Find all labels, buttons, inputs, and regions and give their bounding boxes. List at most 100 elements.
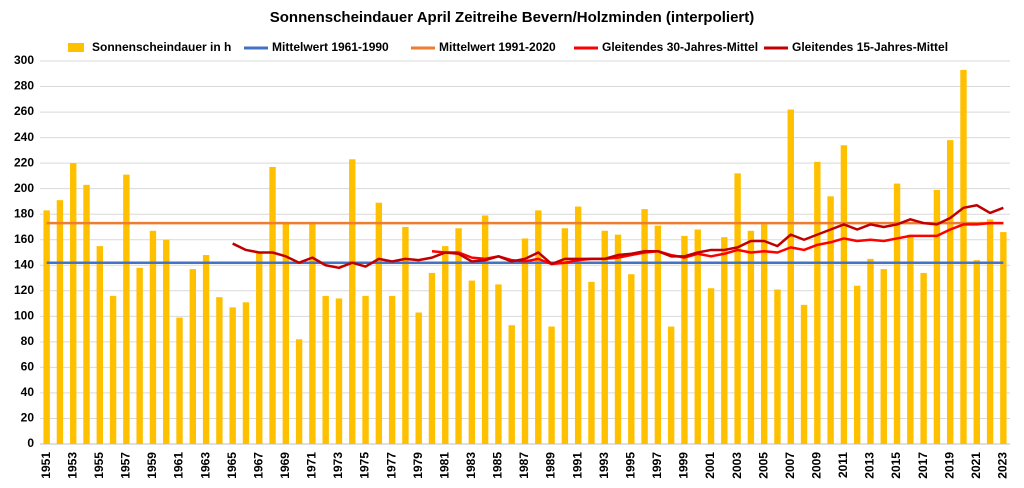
bar [269, 166, 276, 445]
x-tick-label: 2011 [836, 452, 850, 478]
bar [109, 295, 117, 444]
bar [56, 200, 64, 444]
x-tick-label: 2005 [756, 452, 770, 479]
x-tick-label: 1987 [517, 452, 531, 479]
bar [123, 174, 130, 444]
chart-title: Sonnenscheindauer April Zeitreihe Bevern… [270, 9, 755, 26]
x-tick-label: 1979 [411, 452, 425, 479]
bar [70, 163, 77, 444]
bar [601, 230, 608, 444]
bar [335, 298, 343, 444]
bar [521, 238, 529, 444]
x-tick-label: 1997 [650, 452, 664, 479]
x-tick-label: 1965 [225, 452, 239, 479]
bar [694, 229, 701, 444]
bar [973, 260, 980, 444]
bar [947, 140, 954, 445]
legend-label: Mittelwert 1991-2020 [439, 40, 556, 54]
bar [721, 237, 728, 444]
bar [654, 225, 662, 444]
bar [242, 302, 250, 444]
bar [628, 274, 635, 444]
bar [388, 295, 396, 444]
x-tick-label: 2021 [969, 452, 983, 479]
bar [535, 210, 542, 444]
x-tick-label: 1963 [198, 452, 212, 479]
x-tick-label: 2019 [942, 452, 956, 479]
x-tick-label: 1967 [251, 452, 265, 479]
x-tick-label: 1999 [677, 452, 691, 479]
x-tick-label: 2007 [783, 452, 797, 479]
bar [840, 145, 848, 444]
bar [760, 224, 768, 444]
bar [814, 161, 821, 444]
y-tick-label: 180 [14, 206, 34, 220]
bar [468, 280, 476, 444]
bar [960, 69, 967, 444]
y-tick-label: 160 [14, 232, 34, 246]
bar [574, 206, 582, 444]
bar [309, 221, 316, 444]
bar [375, 202, 383, 444]
y-tick-label: 60 [21, 360, 35, 374]
bar [415, 312, 422, 444]
bar [176, 317, 183, 444]
y-tick-label: 40 [21, 385, 35, 399]
bar [893, 183, 901, 444]
y-tick-label: 220 [14, 155, 34, 169]
x-tick-label: 2015 [889, 452, 903, 479]
bar [481, 215, 489, 444]
x-tick-label: 1981 [437, 452, 451, 479]
x-tick-label: 1957 [119, 452, 133, 479]
line [431, 221, 1004, 266]
x-tick-label: 2003 [730, 452, 744, 479]
legend-swatch [68, 43, 84, 52]
bar [256, 252, 263, 444]
bar [216, 297, 223, 444]
bar [747, 230, 755, 444]
bar [83, 184, 90, 444]
x-tick-label: 1961 [172, 452, 186, 479]
x-tick-label: 1995 [623, 452, 637, 479]
bar [614, 234, 622, 444]
y-tick-label: 20 [21, 411, 35, 425]
x-tick-label: 1993 [597, 452, 611, 479]
bar [322, 295, 329, 444]
bar [96, 246, 103, 444]
y-tick-label: 280 [14, 79, 34, 93]
bar [880, 269, 887, 444]
bar [163, 239, 170, 444]
line [232, 204, 1004, 270]
x-tick-label: 1977 [384, 452, 398, 479]
bar [1000, 232, 1007, 444]
bar [787, 109, 794, 444]
bar [295, 339, 303, 444]
x-tick-label: 1951 [39, 452, 53, 479]
bar [641, 209, 648, 444]
x-tick-label: 1975 [358, 452, 372, 479]
y-tick-label: 100 [14, 309, 34, 323]
x-tick-label: 2017 [916, 452, 930, 479]
legend-label: Mittelwert 1961-1990 [272, 40, 389, 54]
x-tick-label: 1985 [491, 452, 505, 479]
bar [867, 258, 874, 444]
bar [508, 325, 515, 444]
bar [933, 189, 941, 444]
bar [800, 304, 808, 444]
x-tick-label: 2001 [703, 452, 717, 479]
bar [853, 285, 861, 444]
x-tick-label: 1955 [92, 452, 106, 479]
bar [362, 295, 369, 444]
bar [548, 326, 555, 444]
x-tick-label: 1971 [305, 452, 319, 479]
bar [282, 221, 290, 444]
bar [920, 272, 927, 444]
legend-label: Gleitendes 15-Jahres-Mittel [792, 40, 948, 54]
bar [907, 234, 914, 444]
legend-label: Sonnenscheindauer in h [92, 40, 231, 54]
bar [455, 228, 462, 444]
y-tick-label: 80 [21, 334, 35, 348]
bar [588, 281, 595, 444]
y-tick-label: 200 [14, 181, 34, 195]
bar [402, 226, 409, 444]
